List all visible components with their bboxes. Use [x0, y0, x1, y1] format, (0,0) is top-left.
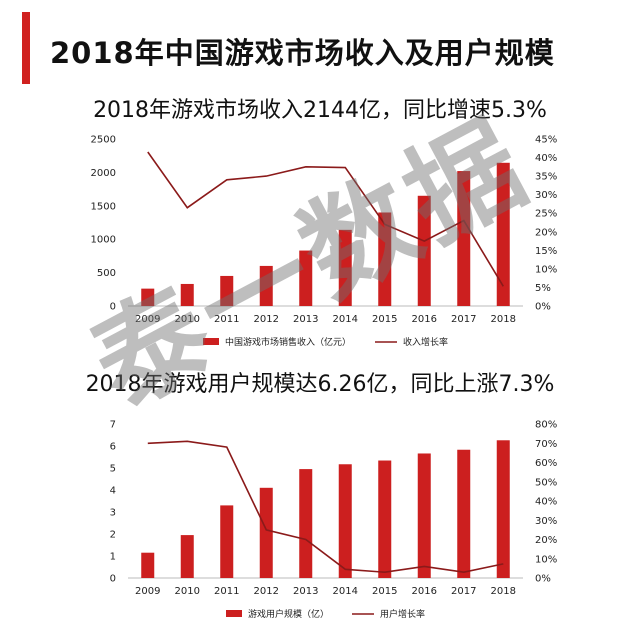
growth-rate-line	[147, 151, 504, 287]
y-left-tick-label: 2000	[91, 168, 116, 179]
x-tick-label: 2018	[491, 586, 516, 597]
bar	[180, 283, 194, 306]
x-tick-label: 2014	[333, 586, 358, 597]
legend-bar-swatch	[203, 338, 219, 345]
bar	[457, 171, 471, 306]
y-right-tick-label: 0%	[535, 302, 551, 313]
y-left-tick-label: 0	[110, 302, 116, 313]
y-right-tick-label: 0%	[535, 574, 551, 585]
x-tick-label: 2012	[254, 586, 279, 597]
bar	[417, 195, 431, 306]
bar	[299, 469, 313, 578]
revenue-chart: 0 500 1000 1500 2000 2500 0% 5% 10% 15% 20% 25% 30% 3…	[91, 135, 558, 349]
x-tick-label: 2018	[491, 314, 516, 325]
y-right-tick-label: 35%	[535, 172, 557, 183]
page-title: 2018年中国游戏市场收入及用户规模	[50, 36, 555, 70]
y-left-tick-label: 0	[110, 574, 116, 585]
bar	[180, 535, 194, 578]
y-right-tick-label: 30%	[535, 516, 557, 527]
x-tick-label: 2009	[135, 314, 160, 325]
bar	[417, 453, 431, 578]
chart-title-revenue: 2018年游戏市场收入2144亿，同比增速5.3%	[93, 98, 547, 123]
bar	[220, 505, 234, 578]
y-left-tick-label: 2	[110, 530, 116, 541]
legend-line-label: 收入增长率	[403, 336, 448, 348]
bar	[259, 265, 273, 306]
y-right-tick-label: 5%	[535, 283, 551, 294]
y-right-tick-label: 70%	[535, 439, 557, 450]
x-tick-label: 2012	[254, 314, 279, 325]
y-left-tick-label: 2500	[91, 135, 116, 146]
y-right-tick-label: 20%	[535, 535, 557, 546]
y-right-tick-label: 45%	[535, 135, 557, 146]
x-tick-label: 2010	[175, 586, 200, 597]
bar	[496, 162, 510, 306]
x-tick-label: 2013	[293, 586, 318, 597]
y-right-tick-label: 60%	[535, 458, 557, 469]
growth-rate-line	[147, 440, 504, 574]
bar	[338, 229, 352, 306]
bar	[378, 460, 392, 578]
x-tick-label: 2015	[372, 586, 397, 597]
x-tick-label: 2011	[214, 314, 239, 325]
y-left-tick-label: 6	[110, 442, 116, 453]
x-tick-label: 2009	[135, 586, 160, 597]
y-right-tick-label: 40%	[535, 153, 557, 164]
bar	[220, 275, 234, 306]
legend-bar-swatch	[226, 610, 242, 617]
y-left-tick-label: 500	[97, 268, 116, 279]
y-left-tick-label: 3	[110, 508, 116, 519]
y-left-tick-label: 4	[110, 486, 116, 497]
x-tick-label: 2016	[412, 314, 437, 325]
x-tick-label: 2017	[451, 586, 476, 597]
y-right-tick-label: 80%	[535, 420, 557, 431]
bar	[299, 250, 313, 306]
bar	[457, 449, 471, 578]
x-tick-label: 2017	[451, 314, 476, 325]
y-left-tick-label: 1	[110, 552, 116, 563]
y-right-tick-label: 25%	[535, 209, 557, 220]
x-tick-label: 2016	[412, 586, 437, 597]
x-tick-label: 2014	[333, 314, 358, 325]
y-right-tick-label: 40%	[535, 497, 557, 508]
legend-bar-label: 游戏用户规模（亿）	[248, 608, 329, 620]
x-tick-label: 2011	[214, 586, 239, 597]
y-left-tick-label: 7	[110, 420, 116, 431]
y-right-tick-label: 20%	[535, 227, 557, 238]
bar	[259, 487, 273, 578]
y-left-tick-label: 5	[110, 464, 116, 475]
bar	[141, 288, 155, 306]
x-tick-label: 2013	[293, 314, 318, 325]
title-accent-bar	[22, 12, 30, 84]
x-tick-label: 2010	[175, 314, 200, 325]
y-left-tick-label: 1500	[91, 201, 116, 212]
chart-title-users: 2018年游戏用户规模达6.26亿，同比上涨7.3%	[85, 372, 555, 397]
x-tick-label: 2015	[372, 314, 397, 325]
y-right-tick-label: 30%	[535, 190, 557, 201]
bar	[338, 464, 352, 578]
y-right-tick-label: 15%	[535, 246, 557, 257]
bar	[141, 552, 155, 578]
y-right-tick-label: 10%	[535, 554, 557, 565]
legend-line-label: 用户增长率	[380, 608, 425, 620]
bar	[378, 212, 392, 306]
y-right-tick-label: 50%	[535, 477, 557, 488]
bar	[496, 440, 510, 578]
legend-bar-label: 中国游戏市场销售收入（亿元）	[225, 336, 351, 348]
y-left-tick-label: 1000	[91, 235, 116, 246]
y-right-tick-label: 10%	[535, 264, 557, 275]
